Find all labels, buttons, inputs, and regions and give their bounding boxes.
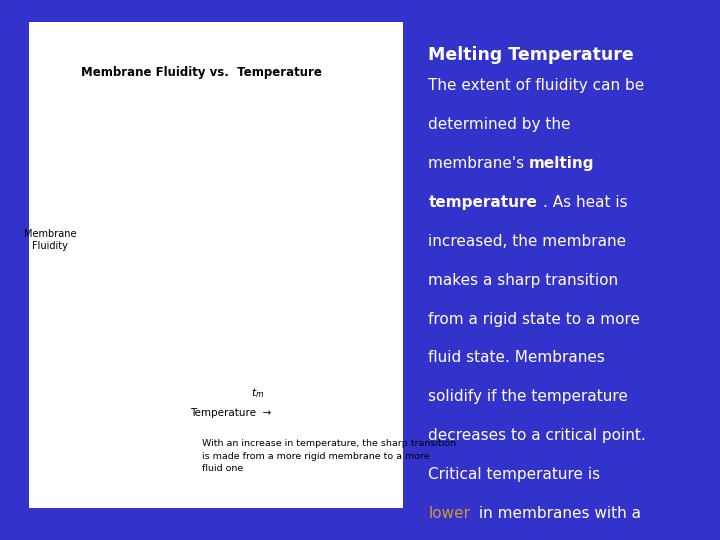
Text: determined by the: determined by the <box>428 117 571 132</box>
Text: decreases to a critical point.: decreases to a critical point. <box>428 428 646 443</box>
Text: melting: melting <box>529 156 595 171</box>
Text: from a rigid state to a more: from a rigid state to a more <box>428 312 640 327</box>
Text: fluid state. Membranes: fluid state. Membranes <box>428 350 606 366</box>
Text: increased, the membrane: increased, the membrane <box>428 234 626 249</box>
Text: Fluidlike: Fluidlike <box>298 171 348 181</box>
Text: temperature: temperature <box>428 195 537 210</box>
Text: lower: lower <box>428 506 470 521</box>
Text: Critical temperature is: Critical temperature is <box>428 467 600 482</box>
Text: solidify if the temperature: solidify if the temperature <box>428 389 629 404</box>
Text: The extent of fluidity can be: The extent of fluidity can be <box>428 78 644 93</box>
Text: Temperature  →: Temperature → <box>190 408 271 418</box>
Text: membrane's: membrane's <box>428 156 529 171</box>
Text: Membrane Fluidity vs.  Temperature: Membrane Fluidity vs. Temperature <box>81 66 322 79</box>
Text: in membranes with a: in membranes with a <box>474 506 642 521</box>
Text: Melting Temperature: Melting Temperature <box>428 46 634 64</box>
Text: makes a sharp transition: makes a sharp transition <box>428 273 618 288</box>
Text: $t_m$: $t_m$ <box>251 386 265 400</box>
Text: Membrane
Fluidity: Membrane Fluidity <box>24 230 76 251</box>
Text: . As heat is: . As heat is <box>543 195 627 210</box>
Text: With an increase in temperature, the sharp transition
is made from a more rigid : With an increase in temperature, the sha… <box>202 440 456 473</box>
Text: Solidlike: Solidlike <box>205 279 254 289</box>
